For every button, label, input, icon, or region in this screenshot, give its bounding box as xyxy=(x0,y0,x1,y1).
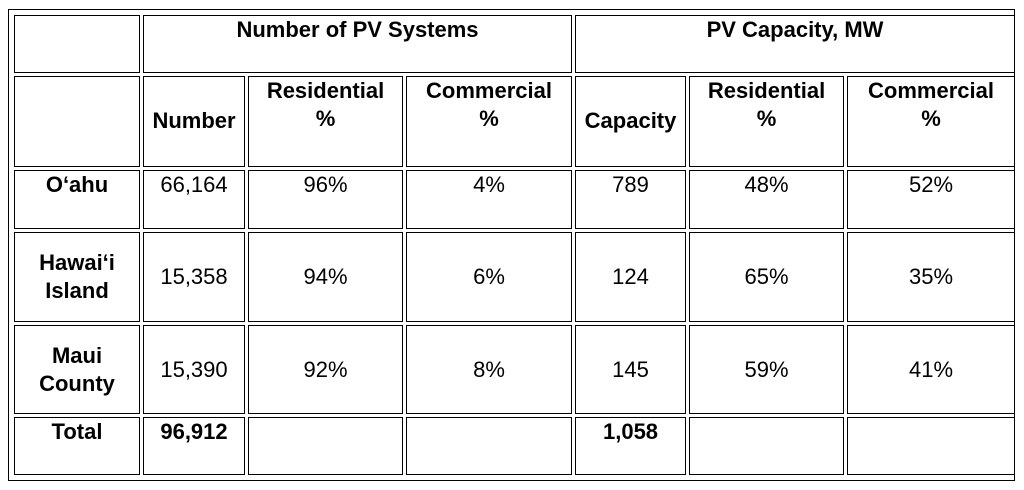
row-label-hawaii-island-line1: Hawai‘i xyxy=(39,249,115,275)
table-row: O‘ahu 66,164 96% 4% 789 48% 52% xyxy=(14,170,1016,229)
cell-systems-commercial-hawaii-island: 6% xyxy=(406,231,573,322)
cell-capacity-commercial-oahu: 52% xyxy=(847,170,1016,229)
cell-capacity-hawaii-island: 124 xyxy=(575,231,687,322)
cell-capacity-residential-hawaii-island: 65% xyxy=(689,231,845,322)
row-label-oahu-text: O‘ahu xyxy=(45,172,109,198)
row-label-hawaii-island: Hawai‘i Island xyxy=(14,231,140,322)
cell-systems-commercial-total xyxy=(406,417,573,475)
cell-number-maui-county: 15,390 xyxy=(143,324,245,415)
cell-number-hawaii-island: 15,358 xyxy=(143,231,245,322)
cell-systems-commercial-oahu: 4% xyxy=(406,170,573,229)
cell-systems-residential-total xyxy=(248,417,403,475)
table-row: Maui County 15,390 92% 8% 145 59% 41% xyxy=(14,324,1016,415)
col-header-systems-residential-line2: % xyxy=(315,105,336,131)
row-label-hawaii-island-line2: Island xyxy=(45,277,109,303)
group-header-capacity: PV Capacity, MW xyxy=(575,15,1016,73)
cell-capacity-maui-county: 145 xyxy=(575,324,687,415)
pv-summary-table-frame: Number of PV Systems PV Capacity, MW Num… xyxy=(8,9,1018,481)
group-header-row: Number of PV Systems PV Capacity, MW xyxy=(14,15,1016,73)
cell-systems-residential-maui-county: 92% xyxy=(248,324,403,415)
row-label-header-cell xyxy=(14,75,140,168)
cell-capacity-commercial-hawaii-island: 35% xyxy=(847,231,1016,322)
col-header-capacity-residential: Residential % xyxy=(689,75,845,168)
row-label-maui-county-line1: Maui xyxy=(51,342,103,368)
cell-number-total: 96,912 xyxy=(143,417,245,475)
row-label-total: Total xyxy=(14,417,140,475)
col-header-capacity-commercial-line2: % xyxy=(921,105,941,131)
col-header-systems-residential-line1: Residential xyxy=(266,77,385,103)
col-header-systems-commercial-line2: % xyxy=(479,105,499,131)
col-header-systems-commercial: Commercial % xyxy=(406,75,573,168)
group-header-systems: Number of PV Systems xyxy=(143,15,573,73)
column-header-row: Number Residential % Commercial % Capaci… xyxy=(14,75,1016,168)
col-header-capacity-residential-line1: Residential xyxy=(707,77,826,103)
col-header-capacity-label: Capacity xyxy=(584,108,677,134)
col-header-capacity: Capacity xyxy=(575,75,687,168)
cell-capacity-commercial-maui-county: 41% xyxy=(847,324,1016,415)
cell-systems-residential-oahu: 96% xyxy=(248,170,403,229)
col-header-capacity-residential-line2: % xyxy=(756,105,777,131)
col-header-systems-commercial-line1: Commercial xyxy=(426,77,552,103)
cell-number-oahu: 66,164 xyxy=(143,170,245,229)
table-row: Hawai‘i Island 15,358 94% 6% 124 65% 35% xyxy=(14,231,1016,322)
cell-capacity-residential-maui-county: 59% xyxy=(689,324,845,415)
corner-cell xyxy=(14,15,140,73)
cell-systems-commercial-maui-county: 8% xyxy=(406,324,573,415)
cell-systems-residential-hawaii-island: 94% xyxy=(248,231,403,322)
cell-capacity-residential-total xyxy=(689,417,845,475)
col-header-capacity-commercial: Commercial % xyxy=(847,75,1016,168)
cell-capacity-residential-oahu: 48% xyxy=(689,170,845,229)
col-header-systems-residential: Residential % xyxy=(248,75,403,168)
row-label-maui-county: Maui County xyxy=(14,324,140,415)
row-label-oahu: O‘ahu xyxy=(14,170,140,229)
row-label-maui-county-line2: County xyxy=(39,370,115,396)
col-header-number: Number xyxy=(143,75,245,168)
col-header-number-label: Number xyxy=(152,108,236,134)
total-row: Total 96,912 1,058 xyxy=(14,417,1016,475)
cell-capacity-commercial-total xyxy=(847,417,1016,475)
col-header-capacity-commercial-line1: Commercial xyxy=(868,77,994,103)
cell-capacity-total: 1,058 xyxy=(575,417,687,475)
pv-summary-table: Number of PV Systems PV Capacity, MW Num… xyxy=(11,12,1018,478)
cell-capacity-oahu: 789 xyxy=(575,170,687,229)
